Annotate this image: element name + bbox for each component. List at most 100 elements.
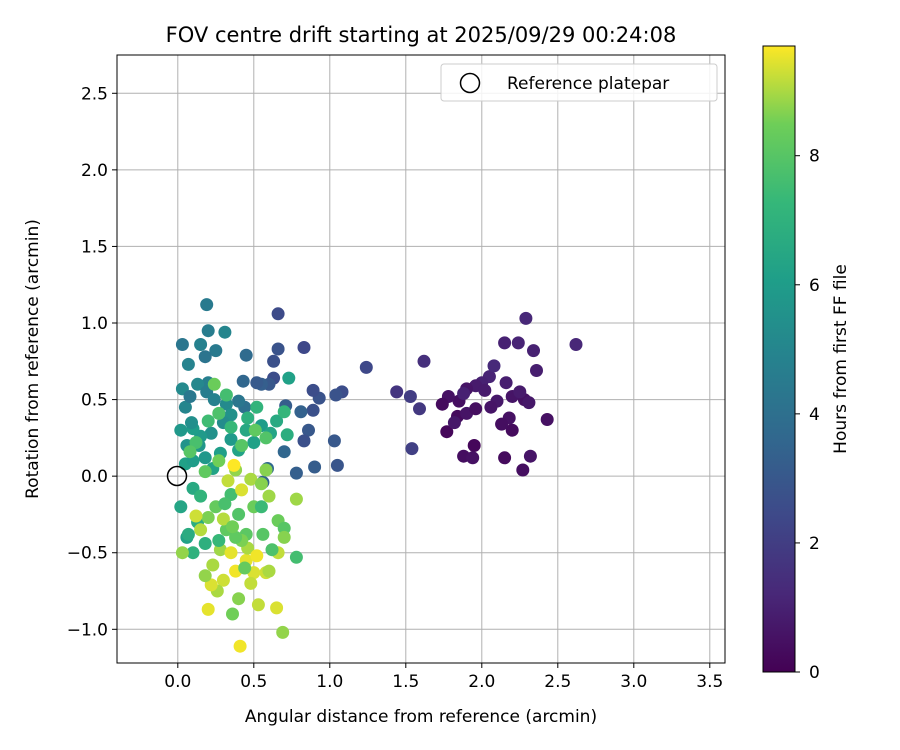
data-point	[175, 338, 189, 351]
data-point	[478, 383, 492, 397]
data-point	[254, 500, 268, 514]
data-point	[569, 338, 583, 351]
data-point	[207, 393, 221, 407]
data-point	[198, 537, 212, 550]
data-point	[235, 439, 249, 452]
data-point	[189, 436, 203, 449]
data-point	[390, 385, 404, 399]
chart-title: FOV centre drift starting at 2025/09/29 …	[166, 23, 677, 47]
data-point	[232, 592, 246, 606]
data-point	[277, 530, 291, 544]
data-point	[175, 546, 189, 560]
data-point	[327, 434, 341, 448]
data-point	[359, 360, 373, 374]
data-point	[174, 423, 188, 437]
data-point	[194, 523, 208, 537]
data-point	[329, 388, 343, 402]
data-point	[447, 416, 461, 430]
data-point	[183, 445, 197, 459]
data-point	[206, 558, 220, 572]
data-point	[405, 442, 419, 456]
data-point	[221, 474, 235, 488]
data-point	[183, 390, 197, 403]
data-point	[244, 472, 258, 486]
data-point	[277, 405, 291, 419]
data-point	[241, 411, 255, 425]
data-point	[201, 511, 215, 524]
data-point	[181, 357, 195, 371]
data-point	[440, 425, 454, 439]
legend: Reference platepar	[440, 63, 718, 102]
data-point	[194, 489, 208, 503]
y-tick-label: 1.5	[81, 237, 108, 257]
data-point	[262, 564, 276, 578]
data-point	[540, 413, 554, 426]
data-point	[511, 336, 525, 350]
data-point	[198, 465, 212, 479]
data-point	[277, 445, 291, 459]
data-point	[530, 364, 543, 377]
data-point	[207, 377, 221, 391]
data-point	[499, 376, 513, 390]
colorbar-gradient	[762, 45, 796, 673]
data-point	[209, 344, 223, 358]
data-point	[282, 371, 296, 385]
data-point	[216, 512, 230, 526]
colorbar-tick-label: 0	[809, 663, 820, 683]
data-point	[280, 428, 294, 442]
data-point	[469, 402, 483, 416]
data-point	[178, 400, 192, 414]
data-point	[289, 550, 303, 564]
data-point	[527, 344, 540, 358]
data-point	[297, 341, 311, 354]
data-point	[457, 387, 471, 400]
data-point	[251, 598, 265, 612]
data-point	[186, 546, 200, 560]
data-point	[189, 509, 203, 523]
data-point	[204, 426, 218, 440]
plot-frame	[116, 54, 726, 664]
data-point	[219, 388, 233, 402]
reference-point-marker	[166, 465, 188, 487]
data-point	[498, 336, 512, 350]
data-point	[250, 376, 264, 390]
x-tick-label: 3.0	[620, 672, 647, 692]
data-point	[200, 298, 214, 312]
data-point	[201, 324, 215, 338]
data-point	[262, 489, 276, 503]
data-point	[238, 561, 252, 575]
data-point	[219, 397, 233, 411]
y-tick-label: 1.0	[81, 314, 108, 334]
data-point	[244, 576, 258, 590]
colorbar: 0 2 4 6 8 Hours from first FF file	[762, 45, 851, 683]
data-point	[218, 497, 232, 511]
data-point	[270, 601, 284, 615]
colorbar-tick-label: 4	[809, 405, 820, 425]
data-point	[495, 417, 509, 431]
data-point	[435, 397, 449, 411]
x-tick-label: 2.5	[544, 672, 571, 692]
data-point	[194, 338, 208, 351]
data-point	[259, 431, 273, 445]
y-axis-label: Rotation from reference (arcmin)	[23, 219, 43, 499]
data-point	[498, 451, 512, 465]
data-point	[277, 521, 291, 535]
colorbar-tick-label: 2	[809, 534, 820, 554]
data-point	[513, 385, 527, 399]
y-tick-label: −0.5	[67, 544, 108, 564]
data-point	[330, 458, 344, 472]
data-point	[224, 488, 238, 501]
data-point	[201, 414, 215, 428]
data-point	[250, 549, 264, 563]
data-point	[265, 543, 279, 557]
data-point	[239, 423, 253, 437]
data-point	[519, 311, 533, 325]
data-point	[250, 400, 264, 414]
data-point	[174, 500, 188, 514]
data-point	[294, 405, 308, 419]
data-point	[259, 463, 273, 477]
data-point	[185, 416, 198, 430]
data-point	[226, 607, 239, 621]
x-tick-label: 1.0	[316, 672, 343, 692]
